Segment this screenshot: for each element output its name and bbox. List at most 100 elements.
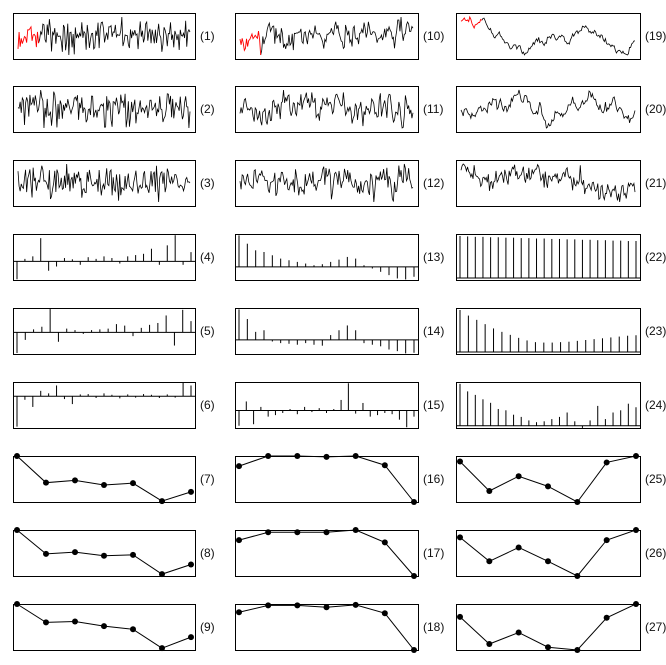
data-point (515, 473, 522, 480)
series-line (459, 529, 637, 577)
panel-label: (5) (200, 324, 215, 338)
panel-label: (6) (200, 398, 215, 412)
series-line (239, 89, 414, 129)
series-line (238, 455, 415, 503)
data-point (545, 644, 551, 651)
panel-13: (13) (235, 234, 444, 281)
highlighted-start-segment (460, 15, 483, 30)
series-line (238, 604, 415, 651)
panel-frame (456, 160, 641, 207)
panel-label: (17) (423, 546, 444, 560)
panel-frame (235, 86, 419, 133)
data-point (411, 499, 417, 505)
data-point (545, 483, 551, 490)
panel-16: (16) (235, 453, 444, 505)
data-point (236, 609, 242, 616)
data-point (381, 539, 388, 546)
panel-frame (13, 456, 196, 503)
panel-frame (235, 382, 419, 429)
data-point (130, 480, 136, 487)
series-line (16, 455, 192, 502)
data-point (603, 459, 610, 466)
data-point (633, 527, 639, 533)
panel-23: (23) (456, 308, 666, 355)
panel-frame (456, 308, 641, 355)
data-point (43, 550, 49, 557)
data-point (411, 647, 417, 653)
panel-frame (235, 160, 419, 207)
panel-15: (15) (235, 382, 444, 429)
data-point (14, 527, 20, 533)
panel-label: (18) (423, 620, 444, 634)
panel-4: (4) (13, 234, 215, 281)
series-line (460, 89, 636, 129)
data-point (294, 529, 301, 536)
data-point (43, 479, 49, 486)
series-line (17, 163, 191, 203)
data-point (159, 571, 165, 578)
data-point (72, 477, 78, 484)
panel-label: (23) (645, 324, 666, 338)
panel-8: (8) (13, 527, 215, 578)
series-line (459, 603, 637, 651)
panel-label: (13) (423, 250, 444, 264)
data-point (486, 487, 493, 494)
panel-19: (19) (456, 13, 666, 60)
highlighted-start-segment (17, 25, 40, 49)
data-point (236, 537, 242, 544)
panel-label: (4) (200, 250, 215, 264)
data-point (457, 534, 463, 541)
data-point (188, 634, 194, 641)
panel-frame (456, 13, 641, 60)
panel-17: (17) (235, 527, 444, 579)
panel-label: (11) (423, 102, 443, 116)
panel-label: (21) (645, 176, 666, 190)
data-point (130, 551, 136, 558)
panel-label: (2) (200, 102, 215, 116)
panel-frame (13, 530, 196, 577)
panel-frame (235, 234, 419, 281)
panel-24: (24) (456, 382, 666, 429)
data-point (14, 453, 20, 459)
data-point (574, 647, 581, 653)
data-point (457, 613, 463, 620)
data-point (14, 601, 20, 607)
panel-frame (235, 456, 419, 503)
series-line (17, 89, 191, 129)
data-point (486, 558, 493, 565)
data-point (294, 602, 301, 609)
panel-frame (13, 86, 196, 133)
data-point (411, 573, 417, 579)
panel-frame (456, 530, 641, 577)
panel-5: (5) (13, 308, 215, 355)
panel-27: (27) (456, 601, 666, 653)
panel-label: (9) (200, 620, 215, 634)
series-line (260, 16, 414, 56)
panel-frame (235, 308, 419, 355)
data-point (545, 558, 551, 565)
panel-frame (13, 308, 196, 355)
data-point (130, 626, 136, 633)
panel-frame (13, 160, 196, 207)
data-point (603, 537, 610, 544)
panel-label: (20) (645, 102, 666, 116)
data-point (574, 573, 581, 579)
panel-label: (16) (423, 472, 444, 486)
data-point (265, 453, 272, 459)
data-point (294, 453, 301, 459)
panel-frame (456, 234, 641, 281)
data-point (72, 549, 78, 556)
panel-12: (12) (235, 160, 444, 207)
data-point (323, 604, 330, 611)
panel-label: (27) (645, 620, 666, 634)
panel-10: (10) (235, 13, 444, 60)
panel-label: (14) (423, 324, 444, 338)
data-point (603, 614, 610, 621)
panel-20: (20) (456, 86, 666, 133)
panel-frame (13, 13, 196, 60)
data-point (43, 619, 49, 626)
panel-label: (8) (200, 546, 215, 560)
data-point (159, 645, 165, 652)
data-point (352, 601, 359, 608)
